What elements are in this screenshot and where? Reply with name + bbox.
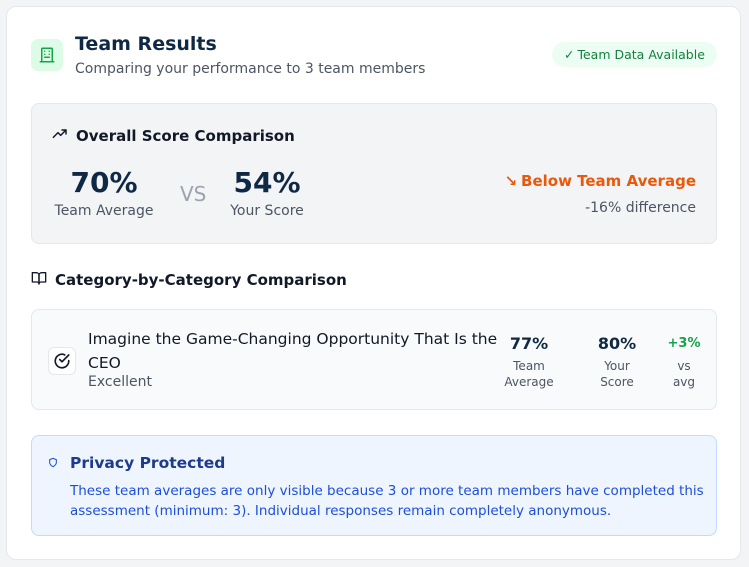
category-name: Imagine the Game-Changing Opportunity Th…	[88, 330, 498, 372]
team-average-value: 70%	[70, 166, 138, 199]
category-your-score-value: 80%	[597, 334, 637, 353]
privacy-title: Privacy Protected	[70, 454, 226, 472]
privacy-notice: Privacy Protected These team averages ar…	[31, 435, 717, 536]
category-team-average: 77% Team Average	[502, 334, 556, 390]
team-data-badge: ✓ Team Data Available	[552, 42, 717, 67]
category-delta-value: +3%	[667, 336, 701, 351]
book-open-icon	[31, 270, 47, 290]
your-score-label: Your Score	[230, 203, 304, 219]
overall-score-title: Overall Score Comparison	[76, 127, 295, 145]
building-icon	[31, 39, 63, 71]
below-average-status: ↘ Below Team Average	[504, 172, 696, 190]
status-label: Below Team Average	[521, 172, 696, 190]
team-results-card: Team Results Comparing your performance …	[6, 6, 741, 560]
vs-separator: VS	[180, 182, 207, 206]
score-difference: -16% difference	[585, 200, 696, 216]
overall-score-heading: Overall Score Comparison	[52, 126, 295, 146]
your-score: 54% Your Score	[226, 166, 308, 219]
category-row: Imagine the Game-Changing Opportunity Th…	[31, 309, 717, 410]
badge-label: Team Data Available	[577, 47, 705, 62]
team-average-label: Team Average	[54, 203, 154, 219]
arrow-down-right-icon: ↘	[504, 172, 518, 190]
category-your-score-label: Your	[604, 359, 630, 373]
shield-icon	[48, 454, 58, 472]
category-delta: +3% vs avg	[662, 334, 706, 390]
privacy-description: These team averages are only visible bec…	[70, 483, 704, 519]
category-comparison-title: Category-by-Category Comparison	[55, 271, 347, 289]
overall-score-panel: Overall Score Comparison 70% Team Averag…	[31, 103, 717, 244]
category-team-average-value: 77%	[509, 334, 549, 353]
your-score-value: 54%	[233, 166, 301, 199]
trending-up-icon	[52, 126, 68, 146]
category-team-average-label-2: Average	[504, 375, 554, 389]
check-circle-icon	[48, 347, 76, 375]
team-average-score: 70% Team Average	[52, 166, 156, 219]
category-your-score-label-2: Score	[600, 375, 634, 389]
category-comparison-heading: Category-by-Category Comparison	[31, 270, 347, 290]
category-your-score: 80% Your Score	[592, 334, 642, 390]
page-subtitle: Comparing your performance to 3 team mem…	[75, 61, 426, 77]
privacy-heading: Privacy Protected	[48, 454, 225, 472]
category-delta-label-2: avg	[672, 375, 696, 389]
check-icon: ✓	[564, 47, 575, 62]
page-title: Team Results	[75, 33, 217, 55]
category-delta-label: vs	[677, 359, 691, 373]
category-team-average-label: Team	[513, 359, 545, 373]
category-rating: Excellent	[88, 374, 152, 390]
